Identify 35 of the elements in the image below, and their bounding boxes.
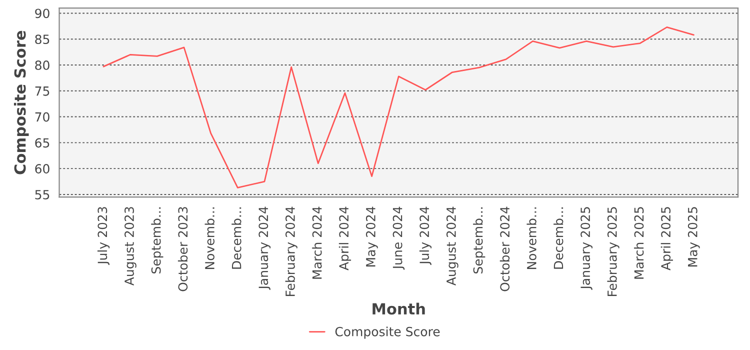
x-tick-label: July 2024 (419, 206, 432, 265)
x-tick-label: January 2024 (258, 206, 271, 290)
x-tick-label: February 2024 (285, 206, 298, 296)
x-tick-label: August 2024 (446, 206, 458, 286)
x-tick-label: May 2024 (366, 206, 378, 266)
y-tick-label: 75 (35, 86, 50, 96)
y-tick-label: 55 (35, 190, 50, 200)
x-tick-label: April 2025 (660, 207, 673, 270)
x-tick-label: January 2025 (580, 207, 592, 290)
x-tick-label: May 2025 (688, 207, 700, 266)
x-tick-label: March 2025 (634, 207, 644, 279)
x-tick-label: February 2025 (607, 207, 620, 296)
line-series (102, 26, 694, 188)
y-tick-label: 85 (35, 34, 50, 44)
x-tick-label: Novemb... (204, 207, 214, 269)
y-tick-label: 80 (35, 60, 50, 70)
y-axis-title: Composite Score (14, 30, 29, 174)
x-tick-label: April 2024 (338, 206, 352, 270)
x-tick-label: October 2024 (500, 206, 510, 292)
y-tick-label: 60 (35, 164, 50, 174)
x-tick-label: Decemb... (554, 207, 564, 269)
x-tick-label: Septemb... (151, 207, 164, 274)
y-tick-label: 90 (35, 8, 50, 18)
x-tick-label: Decemb... (232, 207, 242, 269)
x-tick-label: Septemb... (473, 207, 486, 274)
x-tick-label: August 2023 (124, 207, 136, 286)
x-tick-label: March 2024 (312, 206, 322, 279)
x-axis-title: Month (372, 302, 425, 315)
x-tick-label: Novemb... (526, 207, 536, 269)
x-tick-label: June 2024 (392, 206, 405, 270)
x-tick-label: July 2023 (97, 207, 110, 265)
y-tick-label: 65 (35, 138, 50, 148)
y-tick-label: 70 (35, 112, 50, 122)
x-tick-label: October 2023 (178, 207, 188, 292)
legend-label: Composite Score (335, 326, 440, 339)
